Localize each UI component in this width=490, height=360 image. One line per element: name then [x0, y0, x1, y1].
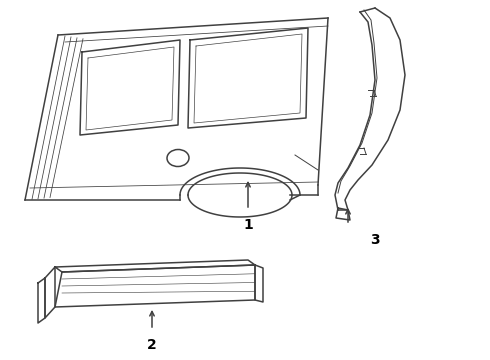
Text: 2: 2 — [147, 338, 157, 352]
Text: 3: 3 — [370, 233, 380, 247]
Text: 1: 1 — [243, 218, 253, 232]
